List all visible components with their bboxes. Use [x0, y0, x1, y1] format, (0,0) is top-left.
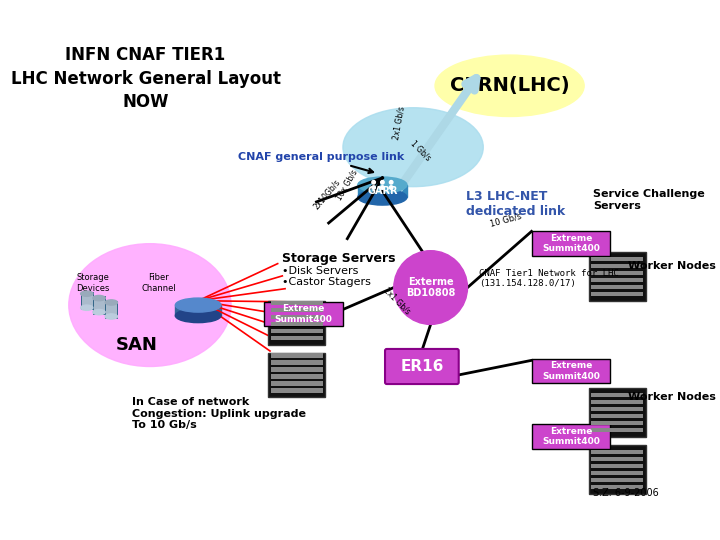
Text: Extreme
Summit400: Extreme Summit400 — [274, 304, 333, 323]
FancyBboxPatch shape — [591, 450, 643, 454]
FancyBboxPatch shape — [591, 485, 643, 489]
Text: Exterme
BD10808: Exterme BD10808 — [406, 276, 455, 298]
FancyBboxPatch shape — [591, 478, 643, 482]
Circle shape — [372, 180, 375, 184]
FancyBboxPatch shape — [81, 292, 93, 309]
FancyBboxPatch shape — [264, 301, 343, 326]
Text: Storage Servers: Storage Servers — [282, 253, 395, 266]
Ellipse shape — [81, 305, 93, 310]
FancyBboxPatch shape — [588, 388, 646, 437]
Text: Extreme
Summit400: Extreme Summit400 — [542, 427, 600, 447]
FancyBboxPatch shape — [591, 257, 643, 261]
Ellipse shape — [105, 314, 117, 319]
Text: 2x1 Gb/s: 2x1 Gb/s — [382, 286, 413, 316]
FancyBboxPatch shape — [271, 374, 323, 379]
Circle shape — [372, 186, 375, 190]
FancyBboxPatch shape — [531, 424, 611, 449]
FancyBboxPatch shape — [591, 428, 643, 433]
Ellipse shape — [176, 308, 221, 322]
FancyBboxPatch shape — [531, 232, 611, 256]
Text: 2x10Gb/s: 2x10Gb/s — [312, 177, 343, 211]
FancyBboxPatch shape — [531, 359, 611, 383]
Ellipse shape — [93, 295, 105, 301]
Text: 10x Gb/s: 10x Gb/s — [334, 168, 359, 202]
FancyBboxPatch shape — [93, 296, 105, 314]
FancyBboxPatch shape — [271, 381, 323, 386]
Text: Storage
Devices: Storage Devices — [76, 273, 109, 293]
Text: L3 LHC-NET
dedicated link: L3 LHC-NET dedicated link — [466, 190, 565, 218]
FancyBboxPatch shape — [591, 264, 643, 268]
FancyBboxPatch shape — [385, 349, 459, 384]
Text: Service Challenge
Servers: Service Challenge Servers — [593, 189, 705, 211]
FancyBboxPatch shape — [591, 457, 643, 461]
Text: 1 Gb/s: 1 Gb/s — [409, 139, 433, 163]
FancyBboxPatch shape — [358, 185, 407, 197]
FancyBboxPatch shape — [176, 305, 221, 315]
Circle shape — [381, 186, 384, 190]
Text: Extreme
Summit400: Extreme Summit400 — [542, 234, 600, 253]
FancyBboxPatch shape — [591, 471, 643, 475]
FancyBboxPatch shape — [271, 360, 323, 364]
FancyBboxPatch shape — [588, 253, 646, 301]
Text: •Disk Servers
•Castor Stagers: •Disk Servers •Castor Stagers — [282, 266, 370, 287]
FancyBboxPatch shape — [271, 308, 323, 312]
FancyBboxPatch shape — [591, 407, 643, 411]
FancyBboxPatch shape — [271, 336, 323, 340]
Text: CNAF general purpose link: CNAF general purpose link — [238, 152, 404, 173]
FancyBboxPatch shape — [271, 315, 323, 319]
FancyBboxPatch shape — [591, 400, 643, 404]
FancyBboxPatch shape — [591, 285, 643, 289]
FancyBboxPatch shape — [591, 414, 643, 418]
Text: CNAF Tier1 Network for LHC
(131.154.128.0/17): CNAF Tier1 Network for LHC (131.154.128.… — [479, 269, 618, 288]
FancyBboxPatch shape — [271, 367, 323, 372]
Ellipse shape — [69, 244, 231, 367]
Circle shape — [390, 186, 393, 190]
Circle shape — [381, 180, 384, 184]
FancyBboxPatch shape — [591, 271, 643, 275]
FancyBboxPatch shape — [591, 421, 643, 426]
Text: CERN(LHC): CERN(LHC) — [450, 76, 570, 95]
Ellipse shape — [343, 107, 483, 187]
Circle shape — [390, 180, 393, 184]
FancyBboxPatch shape — [271, 329, 323, 333]
Text: Fiber
Channel: Fiber Channel — [141, 273, 176, 293]
FancyBboxPatch shape — [591, 292, 643, 296]
Circle shape — [394, 251, 467, 325]
Ellipse shape — [358, 177, 407, 193]
Text: ER16: ER16 — [400, 359, 444, 374]
Text: SAN: SAN — [116, 335, 158, 354]
Text: 2x1 Gb/s: 2x1 Gb/s — [391, 106, 406, 140]
FancyBboxPatch shape — [269, 301, 325, 345]
FancyBboxPatch shape — [271, 388, 323, 393]
Text: INFN CNAF TIER1
LHC Network General Layout
NOW: INFN CNAF TIER1 LHC Network General Layo… — [11, 46, 281, 111]
Ellipse shape — [93, 309, 105, 315]
Text: GARR: GARR — [367, 186, 397, 196]
FancyBboxPatch shape — [591, 278, 643, 282]
Text: In Case of network
Congestion: Uplink upgrade
To 10 Gb/s: In Case of network Congestion: Uplink up… — [132, 397, 307, 430]
Ellipse shape — [358, 190, 407, 205]
FancyBboxPatch shape — [591, 464, 643, 468]
FancyBboxPatch shape — [271, 353, 323, 357]
FancyBboxPatch shape — [591, 393, 643, 397]
Text: S.Z. 6-9-2006: S.Z. 6-9-2006 — [593, 488, 659, 498]
Text: Worker Nodes: Worker Nodes — [628, 392, 716, 402]
FancyBboxPatch shape — [588, 446, 646, 494]
FancyBboxPatch shape — [271, 322, 323, 326]
Text: 10 Gb/s: 10 Gb/s — [490, 211, 523, 228]
FancyBboxPatch shape — [105, 301, 117, 318]
FancyBboxPatch shape — [269, 353, 325, 397]
Ellipse shape — [176, 298, 221, 312]
Ellipse shape — [81, 291, 93, 296]
Text: Worker Nodes: Worker Nodes — [628, 261, 716, 271]
Ellipse shape — [105, 300, 117, 305]
Ellipse shape — [435, 55, 584, 117]
Text: Extreme
Summit400: Extreme Summit400 — [542, 361, 600, 381]
FancyBboxPatch shape — [271, 301, 323, 305]
